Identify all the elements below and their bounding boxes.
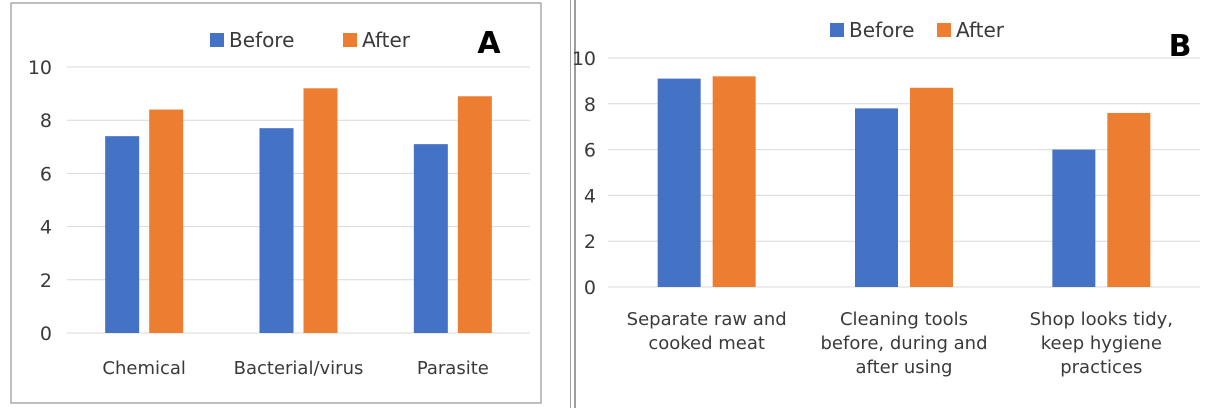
chart-b-panel-letter: B [1169,29,1192,64]
chart-b-y-tick-label: 4 [584,185,596,207]
chart-a-bar-before [413,144,448,333]
chart-panel-b: 0 2 4 6 8 10 Separate raw and cooked meat Cleani… [570,0,1215,408]
chart-a-legend-label: Before [229,28,294,52]
chart-b-y-tick-label: 6 [584,140,596,162]
chart-a-bar-before [105,136,140,333]
chart-b-bar-after [910,87,953,288]
chart-a-panel-letter: A [477,26,501,61]
chart-b-legend-label: After [956,18,1005,42]
chart-b-legend-swatch-after [937,23,951,37]
chart-b-bar-after [1107,112,1151,288]
chart-a-bar-after [303,88,338,333]
chart-a-bar-before [259,128,294,333]
chart-b-bar-after [712,76,756,287]
chart-a-y-tick-label: 0 [40,323,52,345]
chart-a-y-tick-label: 8 [40,110,52,132]
chart-b-y-tick-label: 10 [572,48,596,70]
chart-a-bar-after [457,96,492,333]
chart-panel-a: 0 2 4 6 8 10 Chemical Bacterial/virus Parasite Be… [0,0,570,408]
chart-b-category-label: after using [856,357,953,378]
chart-b-bar-before [855,108,898,287]
chart-a-category-label: Bacterial/virus [234,358,364,379]
chart-b-y-tick-label: 2 [584,231,596,253]
chart-a-category-label: Parasite [417,358,489,379]
chart-a-svg: 0 2 4 6 8 10 Chemical Bacterial/virus Parasite Be… [10,2,542,404]
chart-b-bar-before [1052,149,1096,287]
chart-b-category-label: cooked meat [648,333,765,354]
chart-b-legend-swatch-before [830,23,844,37]
chart-b-bar-before [657,78,701,287]
chart-b-category-label: keep hygiene [1041,333,1162,354]
chart-a-y-tick-label: 10 [28,57,52,79]
chart-a-y-tick-label: 4 [40,217,52,239]
chart-b-legend-label: Before [849,18,914,42]
chart-b-category-label: practices [1060,357,1142,378]
chart-b-category-label: Shop looks tidy, [1030,309,1173,330]
chart-a-frame [10,2,542,404]
chart-b-category-label: Cleaning tools [840,309,968,330]
chart-a-category-label: Chemical [102,358,186,379]
chart-b-y-tick-label: 0 [584,277,596,299]
chart-b-category-label: Separate raw and [627,309,787,330]
chart-a-y-tick-label: 6 [40,163,52,185]
chart-a-legend-swatch-after [343,33,357,47]
chart-b-svg: 0 2 4 6 8 10 Separate raw and cooked meat Cleani… [570,0,1200,408]
chart-a-legend-swatch-before [210,33,224,47]
chart-b-y-tick-label: 8 [584,94,596,116]
chart-b-category-label: before, during and [820,333,987,354]
chart-a-bar-after [149,109,184,333]
chart-a-legend-label: After [362,28,411,52]
chart-a-y-tick-label: 2 [40,270,52,292]
